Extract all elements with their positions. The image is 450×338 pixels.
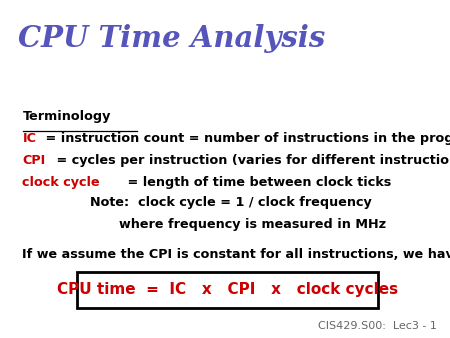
Text: = cycles per instruction (varies for different instructions): = cycles per instruction (varies for dif…: [53, 154, 450, 167]
Text: where frequency is measured in MHz: where frequency is measured in MHz: [119, 218, 387, 231]
Text: IC: IC: [22, 132, 36, 145]
Text: If we assume the CPI is constant for all instructions, we have:: If we assume the CPI is constant for all…: [22, 248, 450, 261]
Text: clock cycle: clock cycle: [22, 176, 100, 189]
Text: Terminology: Terminology: [22, 110, 111, 123]
Text: CIS429.S00:  Lec3 - 1: CIS429.S00: Lec3 - 1: [318, 321, 436, 331]
Text: CPU time  =  IC   x   CPI   x   clock cycles: CPU time = IC x CPI x clock cycles: [57, 282, 398, 297]
Text: = length of time between clock ticks: = length of time between clock ticks: [123, 176, 391, 189]
Text: Note:  clock cycle = 1 / clock frequency: Note: clock cycle = 1 / clock frequency: [90, 196, 372, 209]
Text: CPU Time Analysis: CPU Time Analysis: [18, 24, 325, 53]
Text: = instruction count = number of instructions in the program: = instruction count = number of instruct…: [40, 132, 450, 145]
FancyBboxPatch shape: [76, 272, 378, 308]
Text: CPI: CPI: [22, 154, 46, 167]
